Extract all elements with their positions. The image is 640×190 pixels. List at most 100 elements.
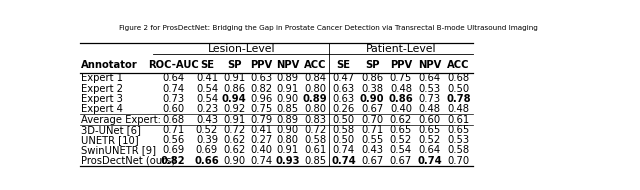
Text: 0.82: 0.82 (161, 156, 186, 166)
Text: SP: SP (365, 60, 380, 70)
Text: 0.91: 0.91 (276, 84, 299, 94)
Text: 0.39: 0.39 (196, 135, 218, 145)
Text: 0.50: 0.50 (332, 135, 355, 145)
Text: 0.71: 0.71 (361, 125, 383, 135)
Text: 0.65: 0.65 (447, 125, 470, 135)
Text: 0.80: 0.80 (304, 104, 326, 114)
Text: 0.74: 0.74 (250, 156, 272, 166)
Text: 0.60: 0.60 (162, 104, 184, 114)
Text: 0.43: 0.43 (196, 115, 218, 125)
Text: 0.75: 0.75 (390, 73, 412, 83)
Text: 0.38: 0.38 (361, 84, 383, 94)
Text: 0.47: 0.47 (332, 73, 355, 83)
Text: 0.62: 0.62 (390, 115, 412, 125)
Text: 0.63: 0.63 (250, 73, 272, 83)
Text: Expert 3: Expert 3 (81, 94, 123, 104)
Text: 0.40: 0.40 (390, 104, 412, 114)
Text: 0.67: 0.67 (361, 156, 383, 166)
Text: 0.65: 0.65 (390, 125, 412, 135)
Text: 0.48: 0.48 (419, 104, 441, 114)
Text: 0.74: 0.74 (331, 156, 356, 166)
Text: 0.86: 0.86 (361, 73, 383, 83)
Text: 0.58: 0.58 (447, 146, 470, 155)
Text: 0.64: 0.64 (419, 73, 441, 83)
Text: 0.72: 0.72 (223, 125, 245, 135)
Text: 0.92: 0.92 (223, 104, 245, 114)
Text: 0.72: 0.72 (304, 125, 326, 135)
Text: 0.62: 0.62 (223, 146, 245, 155)
Text: 0.83: 0.83 (304, 115, 326, 125)
Text: 0.90: 0.90 (276, 94, 299, 104)
Text: 0.74: 0.74 (332, 146, 355, 155)
Text: 0.78: 0.78 (446, 94, 471, 104)
Text: 0.73: 0.73 (419, 94, 441, 104)
Text: ACC: ACC (447, 60, 470, 70)
Text: 0.89: 0.89 (276, 115, 299, 125)
Text: 0.58: 0.58 (332, 125, 355, 135)
Text: 0.40: 0.40 (250, 146, 272, 155)
Text: 0.91: 0.91 (223, 73, 245, 83)
Text: 0.48: 0.48 (447, 104, 470, 114)
Text: 0.80: 0.80 (304, 84, 326, 94)
Text: NPV: NPV (276, 60, 300, 70)
Text: 0.52: 0.52 (419, 135, 441, 145)
Text: ACC: ACC (304, 60, 326, 70)
Text: Expert 1: Expert 1 (81, 73, 123, 83)
Text: PPV: PPV (390, 60, 412, 70)
Text: 0.54: 0.54 (196, 94, 218, 104)
Text: 0.61: 0.61 (304, 146, 326, 155)
Text: Average Expert:: Average Expert: (81, 115, 161, 125)
Text: 0.85: 0.85 (276, 104, 299, 114)
Text: ROC-AUC: ROC-AUC (148, 60, 198, 70)
Text: Lesion-Level: Lesion-Level (207, 44, 275, 54)
Text: 0.23: 0.23 (196, 104, 218, 114)
Text: SP: SP (227, 60, 241, 70)
Text: 0.68: 0.68 (162, 115, 184, 125)
Text: 0.64: 0.64 (419, 146, 441, 155)
Text: 3D-UNet [6]: 3D-UNet [6] (81, 125, 141, 135)
Text: 0.63: 0.63 (332, 84, 355, 94)
Text: 0.52: 0.52 (390, 135, 412, 145)
Text: 0.48: 0.48 (390, 84, 412, 94)
Text: 0.75: 0.75 (250, 104, 272, 114)
Text: 0.58: 0.58 (304, 135, 326, 145)
Text: 0.86: 0.86 (223, 84, 245, 94)
Text: 0.53: 0.53 (419, 84, 441, 94)
Text: 0.67: 0.67 (390, 156, 412, 166)
Text: 0.74: 0.74 (162, 84, 184, 94)
Text: 0.65: 0.65 (419, 125, 441, 135)
Text: SE: SE (200, 60, 214, 70)
Text: 0.66: 0.66 (195, 156, 220, 166)
Text: 0.52: 0.52 (196, 125, 218, 135)
Text: 0.50: 0.50 (447, 84, 470, 94)
Text: SE: SE (337, 60, 350, 70)
Text: 0.67: 0.67 (361, 104, 383, 114)
Text: 0.54: 0.54 (196, 84, 218, 94)
Text: 0.69: 0.69 (162, 146, 184, 155)
Text: 0.69: 0.69 (196, 146, 218, 155)
Text: 0.86: 0.86 (388, 94, 413, 104)
Text: 0.73: 0.73 (162, 94, 184, 104)
Text: Expert 2: Expert 2 (81, 84, 123, 94)
Text: 0.85: 0.85 (304, 156, 326, 166)
Text: Annotator: Annotator (81, 60, 138, 70)
Text: NPV: NPV (418, 60, 442, 70)
Text: UNETR [10]: UNETR [10] (81, 135, 139, 145)
Text: 0.62: 0.62 (223, 135, 245, 145)
Text: 0.41: 0.41 (196, 73, 218, 83)
Text: 0.89: 0.89 (276, 73, 299, 83)
Text: 0.80: 0.80 (277, 135, 299, 145)
Text: 0.90: 0.90 (276, 125, 299, 135)
Text: SwinUNETR [9]: SwinUNETR [9] (81, 146, 156, 155)
Text: 0.74: 0.74 (417, 156, 442, 166)
Text: 0.43: 0.43 (361, 146, 383, 155)
Text: 0.94: 0.94 (222, 94, 246, 104)
Text: 0.91: 0.91 (276, 146, 299, 155)
Text: 0.27: 0.27 (250, 135, 272, 145)
Text: 0.71: 0.71 (162, 125, 184, 135)
Text: 0.50: 0.50 (332, 115, 355, 125)
Text: 0.90: 0.90 (223, 156, 245, 166)
Text: 0.68: 0.68 (447, 73, 470, 83)
Text: 0.54: 0.54 (390, 146, 412, 155)
Text: Patient-Level: Patient-Level (365, 44, 436, 54)
